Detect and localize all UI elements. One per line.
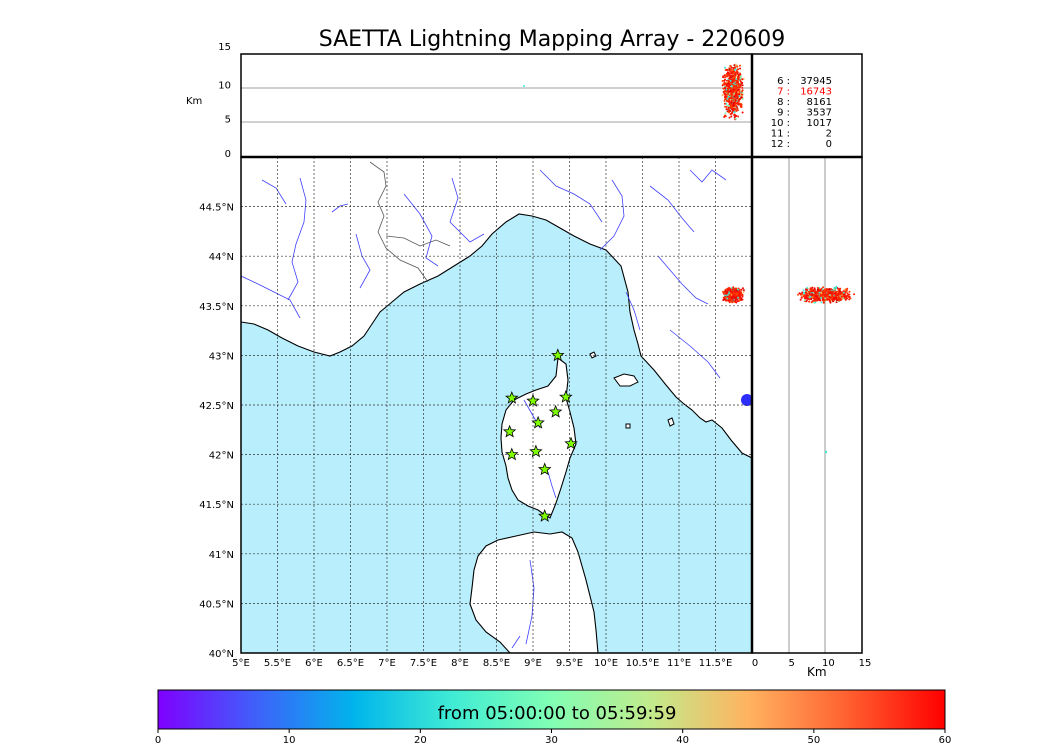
station-count-label: 10 : <box>771 118 790 129</box>
longitude-tick-label: 9.5°E <box>556 658 583 669</box>
altitude-longitude-panel <box>241 54 752 157</box>
station-star-icon <box>502 424 517 438</box>
longitude-tick-label: 7.5°E <box>410 658 437 669</box>
station-count-value: 1017 <box>807 118 832 129</box>
corsica-island <box>500 356 577 519</box>
station-star-icon <box>505 447 519 461</box>
station-star-icon <box>548 404 563 418</box>
altitude-axis: 15 10 5 0 <box>218 42 231 160</box>
station-star-icon <box>551 348 565 362</box>
colorbar-tick-label: 50 <box>807 735 820 746</box>
altitude-tick-label: 5 <box>225 115 231 126</box>
station-count-box: 6 : 37945 7 : 16743 8 : 8161 9 : 3537 10 : 1017 11… <box>752 54 862 157</box>
longitude-tick-label: 6.5°E <box>337 658 364 669</box>
station-star-icon <box>559 390 573 403</box>
station-count-label: 12 : <box>771 139 790 150</box>
latitude-tick-label: 44.5°N <box>199 203 234 214</box>
longitude-tick-label: 5°E <box>232 658 250 669</box>
station-star-icon <box>531 415 545 429</box>
latitude-tick-label: 43.5°N <box>199 302 234 313</box>
longitude-tick-label: 5.5°E <box>264 658 291 669</box>
longitude-tick-label: 8.5°E <box>483 658 510 669</box>
latitude-tick-label: 40°N <box>209 649 234 660</box>
longitude-tick-label: 11°E <box>667 658 691 669</box>
station-count-value: 8161 <box>807 97 832 108</box>
map-lightning-sources <box>722 286 745 304</box>
colorbar-tick-label: 0 <box>155 735 161 746</box>
small-island <box>667 417 675 427</box>
station-count-value: 37945 <box>800 76 832 87</box>
side-altitude-tick-label: 0 <box>752 658 758 669</box>
graticule <box>241 157 752 653</box>
side-altitude-tick-label: 5 <box>788 658 794 669</box>
rivers <box>241 169 727 649</box>
elba-island <box>613 373 639 387</box>
longitude-tick-label: 11.5°E <box>699 658 733 669</box>
colorbar-tick-label: 30 <box>545 735 558 746</box>
altitude-tick-label: 10 <box>218 80 231 91</box>
longitude-tick-label: 10.5°E <box>626 658 660 669</box>
map-panel <box>241 157 752 653</box>
station-star-icon <box>526 393 540 407</box>
side-panel-sources <box>797 285 856 304</box>
station-count-label: 7 : <box>777 87 790 98</box>
latitude-tick-label: 42°N <box>209 451 234 462</box>
longitude-tick-label: 7°E <box>378 658 396 669</box>
country-borders <box>369 161 451 283</box>
colorbar-time-range: from 05:00:00 to 05:59:59 <box>438 703 677 724</box>
altitude-axis-label: Km <box>186 96 202 107</box>
lma-stations <box>502 348 578 522</box>
time-colorbar: from 05:00:00 to 05:59:59 0 10 20 30 40 50 60 <box>155 689 952 746</box>
longitude-tick-label: 9°E <box>524 658 542 669</box>
mainland-land <box>241 157 752 459</box>
station-count-value: 16743 <box>800 87 832 98</box>
longitude-tick-label: 10°E <box>594 658 618 669</box>
small-island <box>625 423 631 429</box>
station-star-icon <box>537 508 552 522</box>
longitude-axis: 5°E 5.5°E 6°E 6.5°E 7°E 7.5°E 8°E 8.5°E 9°E 9.5°E… <box>232 658 732 669</box>
altitude-tick-label: 15 <box>218 42 231 53</box>
side-altitude-tick-label: 15 <box>859 658 872 669</box>
latitude-tick-label: 42.5°N <box>199 401 234 412</box>
altitude-tick-label: 0 <box>225 149 231 160</box>
station-count-label: 11 : <box>771 129 790 140</box>
blue-source-blob <box>741 394 752 406</box>
side-altitude-axis: 0 5 10 15 <box>752 658 872 669</box>
colorbar-tick-label: 60 <box>939 735 952 746</box>
colorbar-tick-label: 20 <box>414 735 427 746</box>
latitude-altitude-panel <box>752 157 862 653</box>
station-star-icon <box>564 436 578 450</box>
figure-title: SAETTA Lightning Mapping Array - 220609 <box>319 27 786 52</box>
latitude-tick-label: 43°N <box>209 351 234 362</box>
small-island <box>589 351 597 359</box>
station-count-label: 9 : <box>777 108 790 119</box>
station-count-value: 0 <box>826 139 832 150</box>
longitude-tick-label: 8°E <box>451 658 469 669</box>
latitude-tick-label: 44°N <box>209 252 234 263</box>
station-star-icon <box>537 462 552 476</box>
side-altitude-tick-label: 10 <box>822 658 835 669</box>
station-count-label: 8 : <box>777 97 790 108</box>
latitude-tick-label: 41°N <box>209 550 234 561</box>
latitude-axis: 44.5°N 44°N 43.5°N 43°N 42.5°N 42°N 41.5°N 41°N… <box>199 203 234 660</box>
colorbar-tick-label: 40 <box>676 735 689 746</box>
colorbar-tick-label: 10 <box>283 735 296 746</box>
station-star-icon <box>505 391 519 404</box>
station-count-value: 2 <box>826 129 832 140</box>
longitude-tick-label: 6°E <box>305 658 323 669</box>
station-count-label: 6 : <box>777 76 790 87</box>
latitude-tick-label: 41.5°N <box>199 500 234 511</box>
station-star-icon <box>529 444 543 458</box>
station-count-value: 3537 <box>807 108 832 119</box>
top-panel-sources <box>523 63 745 121</box>
latitude-tick-label: 40.5°N <box>199 599 234 610</box>
side-altitude-axis-label: Km <box>807 665 827 679</box>
